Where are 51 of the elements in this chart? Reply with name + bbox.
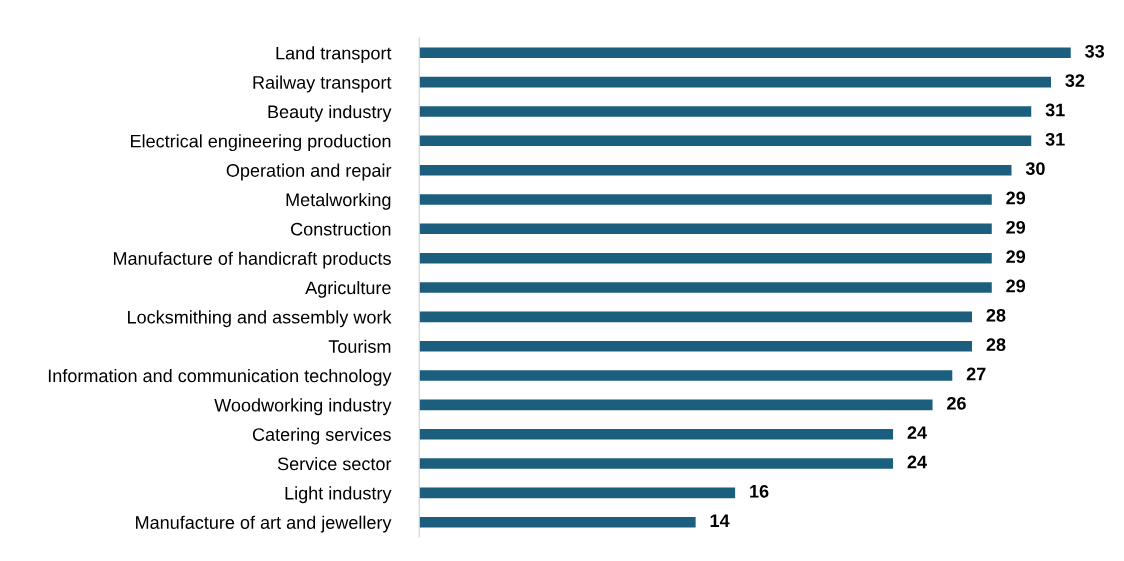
y-tick-label: Tourism: [328, 339, 391, 353]
y-tick-label: Agriculture: [305, 280, 391, 298]
data-label: 32: [1065, 74, 1085, 88]
y-tick-label: Woodworking industry: [214, 398, 392, 416]
bar: [419, 487, 736, 499]
y-tick-label: Beauty industry: [268, 104, 392, 122]
bar: [419, 223, 992, 235]
bar: [419, 194, 992, 205]
data-label: 33: [1085, 44, 1105, 58]
y-tick-label: Manufacture of art and jewellery: [136, 515, 392, 533]
y-tick-label: Manufacture of handicraft products: [113, 251, 391, 269]
y-tick-label: Construction: [291, 222, 391, 236]
y-tick-label: Locksmithing and assembly work: [128, 310, 392, 328]
data-label: 27: [966, 367, 986, 381]
data-label: 30: [1025, 162, 1045, 176]
bar: [419, 76, 1051, 88]
y-tick-label: Service sector: [277, 456, 392, 471]
data-label: 24: [907, 455, 927, 469]
data-label: 29: [1006, 279, 1026, 293]
bar: [419, 370, 953, 381]
data-label: 31: [1045, 132, 1065, 146]
data-label: 16: [750, 484, 769, 498]
data-label: 29: [1006, 191, 1026, 205]
y-tick-label: Operation and repair: [226, 163, 392, 181]
data-label: 29: [1006, 220, 1026, 234]
data-label: 31: [1045, 103, 1065, 117]
bar: [419, 458, 894, 469]
bar: [419, 135, 1032, 147]
bar: [419, 516, 696, 528]
data-label: 24: [907, 426, 927, 439]
y-tick-label: Metalworking: [286, 192, 391, 210]
y-tick-label: Land transport: [276, 46, 392, 64]
y-tick-label: Railway transport: [253, 75, 392, 93]
bar: [419, 47, 1071, 59]
y-tick-label: Light industry: [285, 486, 392, 504]
data-label: 29: [1006, 250, 1026, 264]
y-tick-label: Information and communication technology: [48, 368, 392, 386]
bar: [419, 428, 894, 440]
data-label: 14: [710, 514, 730, 527]
bar: [419, 282, 992, 293]
bar: [419, 106, 1032, 117]
data-label: 28: [986, 308, 1006, 322]
bar: [419, 340, 973, 352]
bar: [419, 252, 992, 264]
data-label: 26: [947, 396, 966, 410]
y-tick-label: Electrical engineering production: [131, 134, 391, 152]
data-label: 28: [986, 338, 1006, 352]
bar: [419, 164, 1012, 176]
y-tick-label: Catering services: [252, 427, 391, 445]
bar: [419, 311, 973, 323]
bar: [419, 399, 933, 411]
